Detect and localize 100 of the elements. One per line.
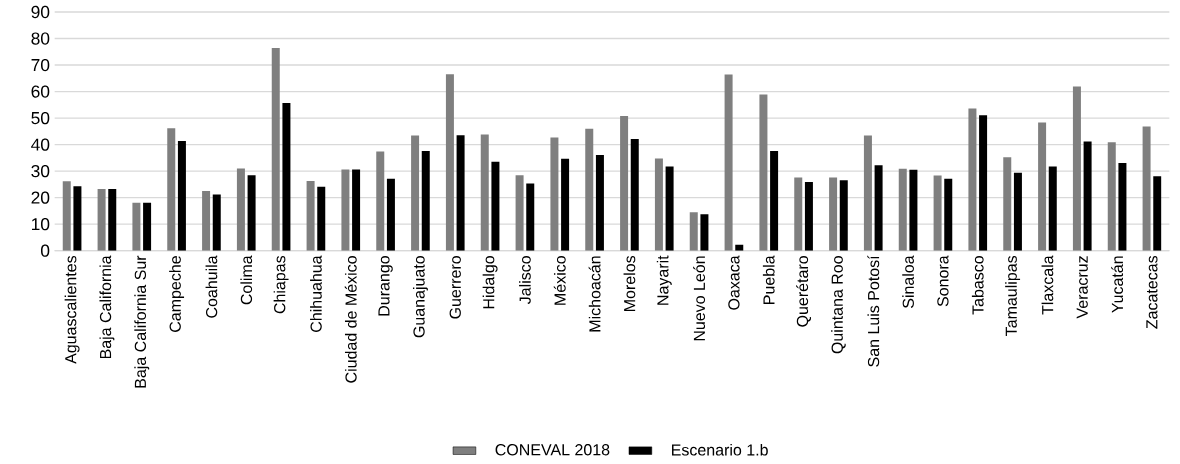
x-tick-label: Durango: [378, 256, 393, 316]
bar: [944, 178, 953, 251]
x-tick-label: Quintana Roo: [831, 256, 846, 354]
bar: [97, 188, 106, 251]
x-tick-label: San Luis Potosí: [867, 255, 880, 367]
bar: [352, 169, 361, 251]
x-tick-label: Nuevo León: [693, 256, 706, 341]
y-tick-label: 70: [31, 58, 50, 72]
bar: [143, 202, 152, 251]
bar: [376, 151, 385, 251]
x-tick-label: Sinaloa: [902, 255, 914, 309]
bar: [177, 140, 186, 251]
bar: [411, 135, 420, 251]
x-tick-label: Aguascalientes: [64, 255, 80, 364]
x-tick-label: Zacatecas: [1146, 255, 1158, 329]
bar: [1038, 122, 1047, 251]
y-tick-label: 20: [31, 191, 50, 204]
bar: [979, 115, 988, 251]
bar: [585, 128, 594, 251]
y-tick-label: 10: [32, 218, 50, 231]
bar: [1003, 157, 1012, 251]
bar: [654, 158, 663, 251]
bar: [968, 108, 977, 251]
y-tick-label: 90: [31, 5, 50, 19]
bar: [108, 188, 117, 251]
legend-label: CONEVAL 2018: [495, 444, 610, 456]
bar: [247, 175, 256, 251]
bar: [271, 48, 280, 251]
x-tick-label: Campeche: [169, 256, 185, 332]
bar: [341, 169, 350, 251]
bar: [1013, 172, 1022, 251]
x-tick-label: Chiapas: [273, 255, 289, 314]
x-tick-label: Hidalgo: [482, 256, 498, 309]
bar: [700, 214, 709, 251]
bar: [794, 177, 803, 251]
bar: [770, 150, 779, 251]
bar: [839, 180, 848, 251]
bar: [526, 183, 535, 251]
bar: [863, 135, 872, 251]
x-tick-label: México: [553, 256, 566, 305]
bar: [480, 134, 489, 251]
bar: [491, 161, 500, 251]
bar: [1107, 142, 1116, 251]
bar: [282, 102, 291, 251]
x-tick-label: Chihuahua: [310, 255, 322, 332]
bar: [1048, 166, 1057, 251]
bar: [1072, 86, 1081, 251]
bar: [550, 137, 559, 251]
bar: [515, 175, 524, 251]
legend-label: Escenario 1.b: [672, 443, 768, 456]
x-tick-label: Tabasco: [971, 256, 984, 315]
x-tick-label: Yucatán: [1111, 256, 1124, 313]
x-tick-label: Puebla: [762, 255, 775, 304]
x-tick-label: Tlaxcala: [1041, 255, 1054, 315]
bar: [874, 165, 883, 251]
x-tick-label: Baja California Sur: [134, 255, 150, 388]
y-tick-label: 0: [40, 244, 50, 257]
x-tick-label: Morelos: [623, 255, 636, 311]
bar: [212, 194, 221, 251]
x-tick-label: Baja California: [99, 255, 115, 359]
x-tick-label: Colima: [240, 255, 253, 305]
x-tick-label: Oaxaca: [728, 255, 740, 310]
x-tick-label: Guerrero: [449, 256, 461, 319]
y-tick-label: 80: [31, 32, 50, 45]
y-tick-label: 60: [31, 85, 50, 98]
bar: [306, 180, 315, 251]
bar: [561, 158, 570, 251]
bar: [317, 186, 326, 251]
bar: [909, 169, 918, 251]
bar: [445, 74, 454, 251]
y-tick-label: 30: [31, 164, 50, 178]
bar: [236, 168, 245, 251]
x-tick-label: Tamaulipas: [1005, 255, 1021, 336]
x-tick-label: Veracruz: [1076, 256, 1088, 319]
x-tick-label: Nayarit: [656, 255, 672, 305]
bar: [167, 128, 176, 251]
bar: [1153, 176, 1162, 251]
x-tick-label: Guanajuato: [412, 256, 428, 338]
x-tick-label: Coahuila: [205, 255, 218, 318]
bar: [595, 154, 604, 251]
bar: [73, 186, 82, 251]
bar: [421, 150, 430, 251]
bar: [759, 94, 768, 251]
bar: [62, 181, 71, 251]
bar: [804, 181, 813, 251]
bar: [620, 115, 629, 251]
bar: [1083, 141, 1092, 251]
bar: [456, 135, 465, 251]
y-tick-label: 40: [31, 138, 50, 151]
bar: [1118, 162, 1127, 251]
bar: [933, 175, 942, 251]
x-tick-label: Querétaro: [796, 256, 811, 327]
bar: [202, 191, 211, 251]
bar: [386, 178, 395, 251]
x-tick-label: Ciudad de México: [344, 256, 357, 383]
x-tick-label: Michoacán: [588, 256, 601, 332]
x-tick-label: Jalisco: [519, 256, 531, 305]
bar: [630, 139, 639, 251]
x-tick-label: Sonora: [937, 255, 949, 307]
bar: [724, 74, 733, 251]
